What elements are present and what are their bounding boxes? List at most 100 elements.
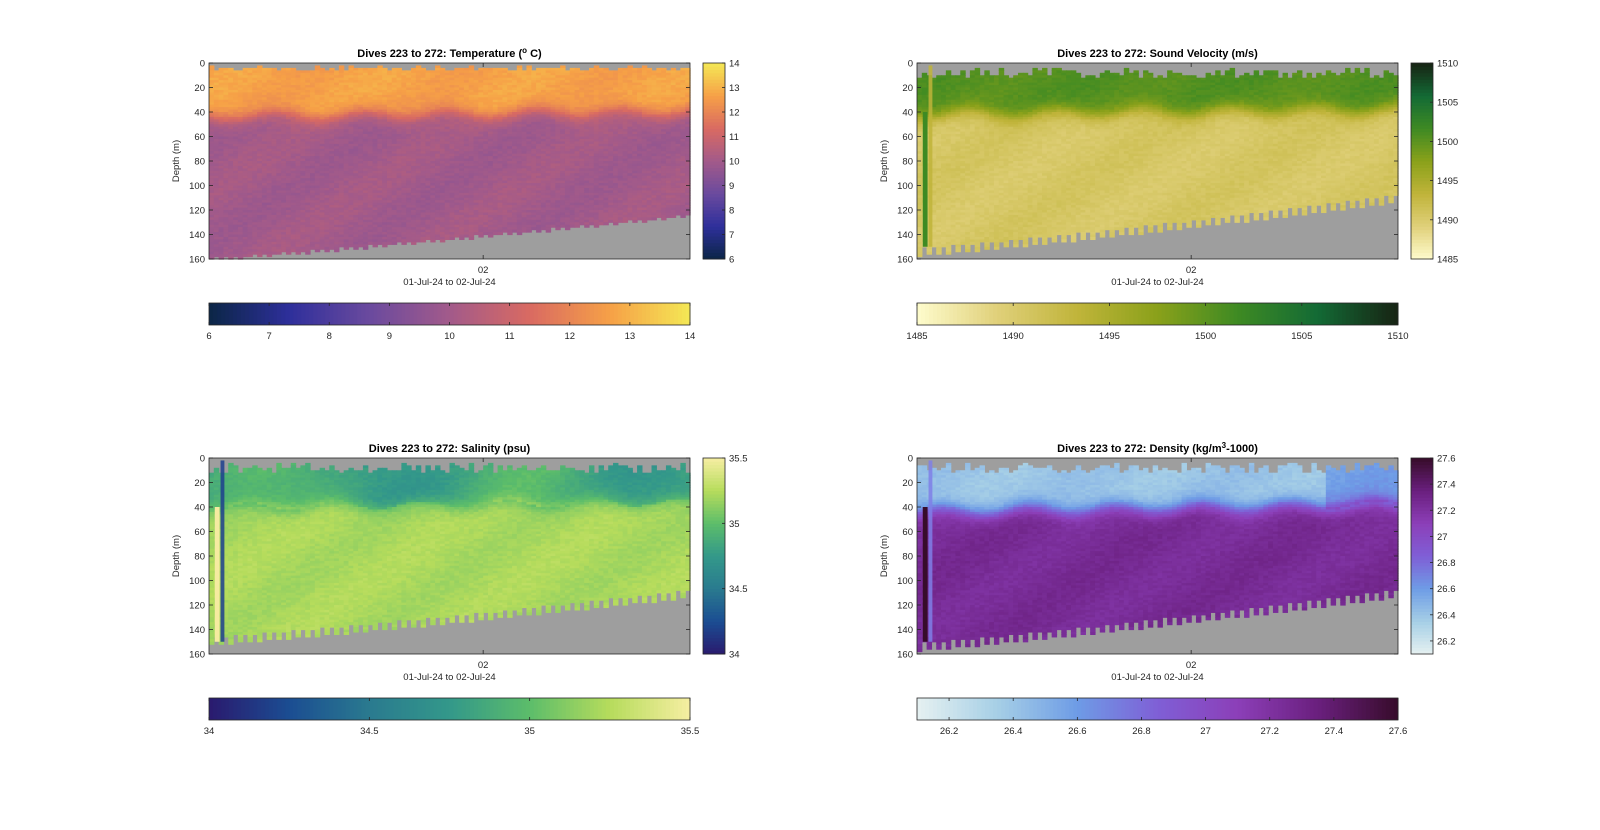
colorbar-tick-label: 6 — [206, 331, 211, 342]
y-axis-label: Depth (m) — [171, 140, 182, 182]
colorbar-tick-label: 34 — [729, 650, 740, 661]
y-tick-label: 40 — [194, 108, 205, 119]
colorbar-tick-label: 1490 — [1003, 331, 1024, 342]
chart-temperature: Dives 223 to 272: Temperature (o C) 0 20 40… — [171, 46, 740, 343]
colorbar-tick-label: 27.6 — [1389, 726, 1408, 737]
x-tick-label: 02 — [1186, 660, 1197, 671]
y-tick-label: 0 — [908, 454, 913, 465]
colorbar-tick-label: 35 — [729, 519, 740, 530]
y-tick-label: 20 — [902, 83, 913, 94]
colorbar-tick-label: 26.2 — [1437, 636, 1456, 647]
y-axis-label: Depth (m) — [171, 535, 182, 577]
y-tick-label: 160 — [189, 255, 205, 266]
y-tick-label: 0 — [200, 454, 205, 465]
colorbar-tick-label: 1495 — [1437, 176, 1458, 187]
y-tick-label: 20 — [194, 83, 205, 94]
colorbar-tick-label: 27.4 — [1325, 726, 1344, 737]
y-tick-label: 160 — [897, 255, 913, 266]
y-tick-label: 140 — [897, 625, 913, 636]
x-axis-label: 01-Jul-24 to 02-Jul-24 — [1111, 277, 1203, 288]
y-tick-label: 120 — [897, 601, 913, 612]
colorbar-tick-label: 27.2 — [1437, 506, 1456, 517]
colorbar-tick-label: 1500 — [1195, 331, 1216, 342]
colorbar-tick-label: 27 — [1200, 726, 1211, 737]
colorbar-tick-label: 1495 — [1099, 331, 1120, 342]
y-axis-label: Depth (m) — [879, 140, 890, 182]
colorbar-tick-label: 26.4 — [1437, 610, 1456, 621]
colorbar-tick-label: 26.4 — [1004, 726, 1023, 737]
colorbar-tick-label: 8 — [327, 331, 332, 342]
colorbar-tick-label: 1485 — [1437, 255, 1458, 266]
colorbar-tick-label: 27.6 — [1437, 454, 1456, 465]
y-tick-label: 0 — [908, 59, 913, 70]
colorbar-tick-label: 26.6 — [1068, 726, 1087, 737]
y-tick-label: 100 — [897, 576, 913, 587]
y-tick-label: 80 — [902, 157, 913, 168]
y-tick-label: 60 — [194, 527, 205, 538]
colorbar-tick-label: 26.8 — [1132, 726, 1151, 737]
colorbar-tick-label: 1505 — [1291, 331, 1312, 342]
colorbar-tick-label: 9 — [387, 331, 392, 342]
y-tick-label: 40 — [902, 503, 913, 514]
chart-title: Dives 223 to 272: Temperature (o C) — [357, 46, 542, 61]
colorbar-tick-label: 7 — [729, 230, 734, 241]
y-tick-label: 60 — [194, 132, 205, 143]
colorbar-tick-label: 34 — [204, 726, 215, 737]
colorbar-vertical: 26.2 26.4 26.6 26.8 27 27.2 27.4 27.6 — [1410, 454, 1456, 655]
colorbar-tick-label: 7 — [266, 331, 271, 342]
chart-sound_velocity: Dives 223 to 272: Sound Velocity (m/s)02… — [879, 48, 1458, 342]
y-tick-label: 20 — [902, 478, 913, 489]
heatmap-cells — [917, 460, 1399, 653]
colorbar-horizontal: 6 7 8 9 10 11 12 13 14 — [206, 302, 696, 342]
colorbar-tick-label: 26.8 — [1437, 558, 1456, 569]
x-axis-label: 01-Jul-24 to 02-Jul-24 — [403, 277, 495, 288]
colorbar-tick-label: 10 — [444, 331, 455, 342]
x-axis-label: 01-Jul-24 to 02-Jul-24 — [1111, 672, 1203, 683]
y-tick-label: 40 — [902, 108, 913, 119]
x-tick-label: 02 — [1186, 265, 1197, 276]
colorbar-tick-label: 13 — [729, 83, 740, 94]
colorbar-tick-label: 1510 — [1387, 331, 1408, 342]
colorbar-tick-label: 1500 — [1437, 137, 1458, 148]
colorbar-tick-label: 1490 — [1437, 215, 1458, 226]
colorbar-horizontal: 1485 1490 1495 1500 1505 1510 — [906, 302, 1409, 342]
colorbar-tick-label: 1485 — [906, 331, 927, 342]
colorbar-vertical: 34 34.5 35 35.5 — [702, 454, 748, 661]
colorbar-tick-label: 35.5 — [729, 454, 748, 465]
colorbar-tick-label: 27 — [1437, 532, 1448, 543]
y-tick-label: 100 — [897, 181, 913, 192]
colorbar-tick-label: 13 — [625, 331, 636, 342]
y-tick-label: 120 — [189, 601, 205, 612]
colorbar-tick-label: 8 — [729, 206, 734, 217]
colorbar-tick-label: 34.5 — [729, 584, 748, 595]
colorbar-tick-label: 14 — [685, 331, 696, 342]
y-tick-label: 80 — [194, 552, 205, 563]
colorbar-tick-label: 27.2 — [1260, 726, 1279, 737]
colorbar-tick-label: 26.6 — [1437, 584, 1456, 595]
colorbar-tick-label: 27.4 — [1437, 480, 1456, 491]
colorbar-tick-label: 11 — [505, 331, 515, 342]
y-tick-label: 100 — [189, 576, 205, 587]
y-tick-label: 120 — [897, 206, 913, 217]
colorbar-tick-label: 1510 — [1437, 59, 1458, 70]
y-tick-label: 20 — [194, 478, 205, 489]
y-tick-label: 160 — [189, 650, 205, 661]
colorbar-horizontal: 34 34.5 35 35.5 — [204, 697, 700, 737]
y-tick-label: 40 — [194, 503, 205, 514]
chart-density: Dives 223 to 272: Density (kg/m3-1000)02… — [879, 441, 1456, 738]
heatmap-cells — [209, 460, 691, 645]
colorbar-tick-label: 12 — [729, 108, 740, 119]
y-tick-label: 60 — [902, 527, 913, 538]
y-tick-label: 0 — [200, 59, 205, 70]
chart-title: Dives 223 to 272: Salinity (psu) — [369, 443, 531, 455]
colorbar-vertical: 6 7 8 9 10 11 12 13 14 — [702, 59, 740, 266]
y-tick-label: 80 — [194, 157, 205, 168]
y-tick-label: 140 — [897, 230, 913, 241]
x-axis-label: 01-Jul-24 to 02-Jul-24 — [403, 672, 495, 683]
colorbar-tick-label: 35.5 — [681, 726, 700, 737]
chart-title: Dives 223 to 272: Density (kg/m3-1000) — [1057, 441, 1258, 456]
y-tick-label: 140 — [189, 625, 205, 636]
colorbar-tick-label: 11 — [729, 132, 739, 143]
colorbar-tick-label: 1505 — [1437, 98, 1458, 109]
